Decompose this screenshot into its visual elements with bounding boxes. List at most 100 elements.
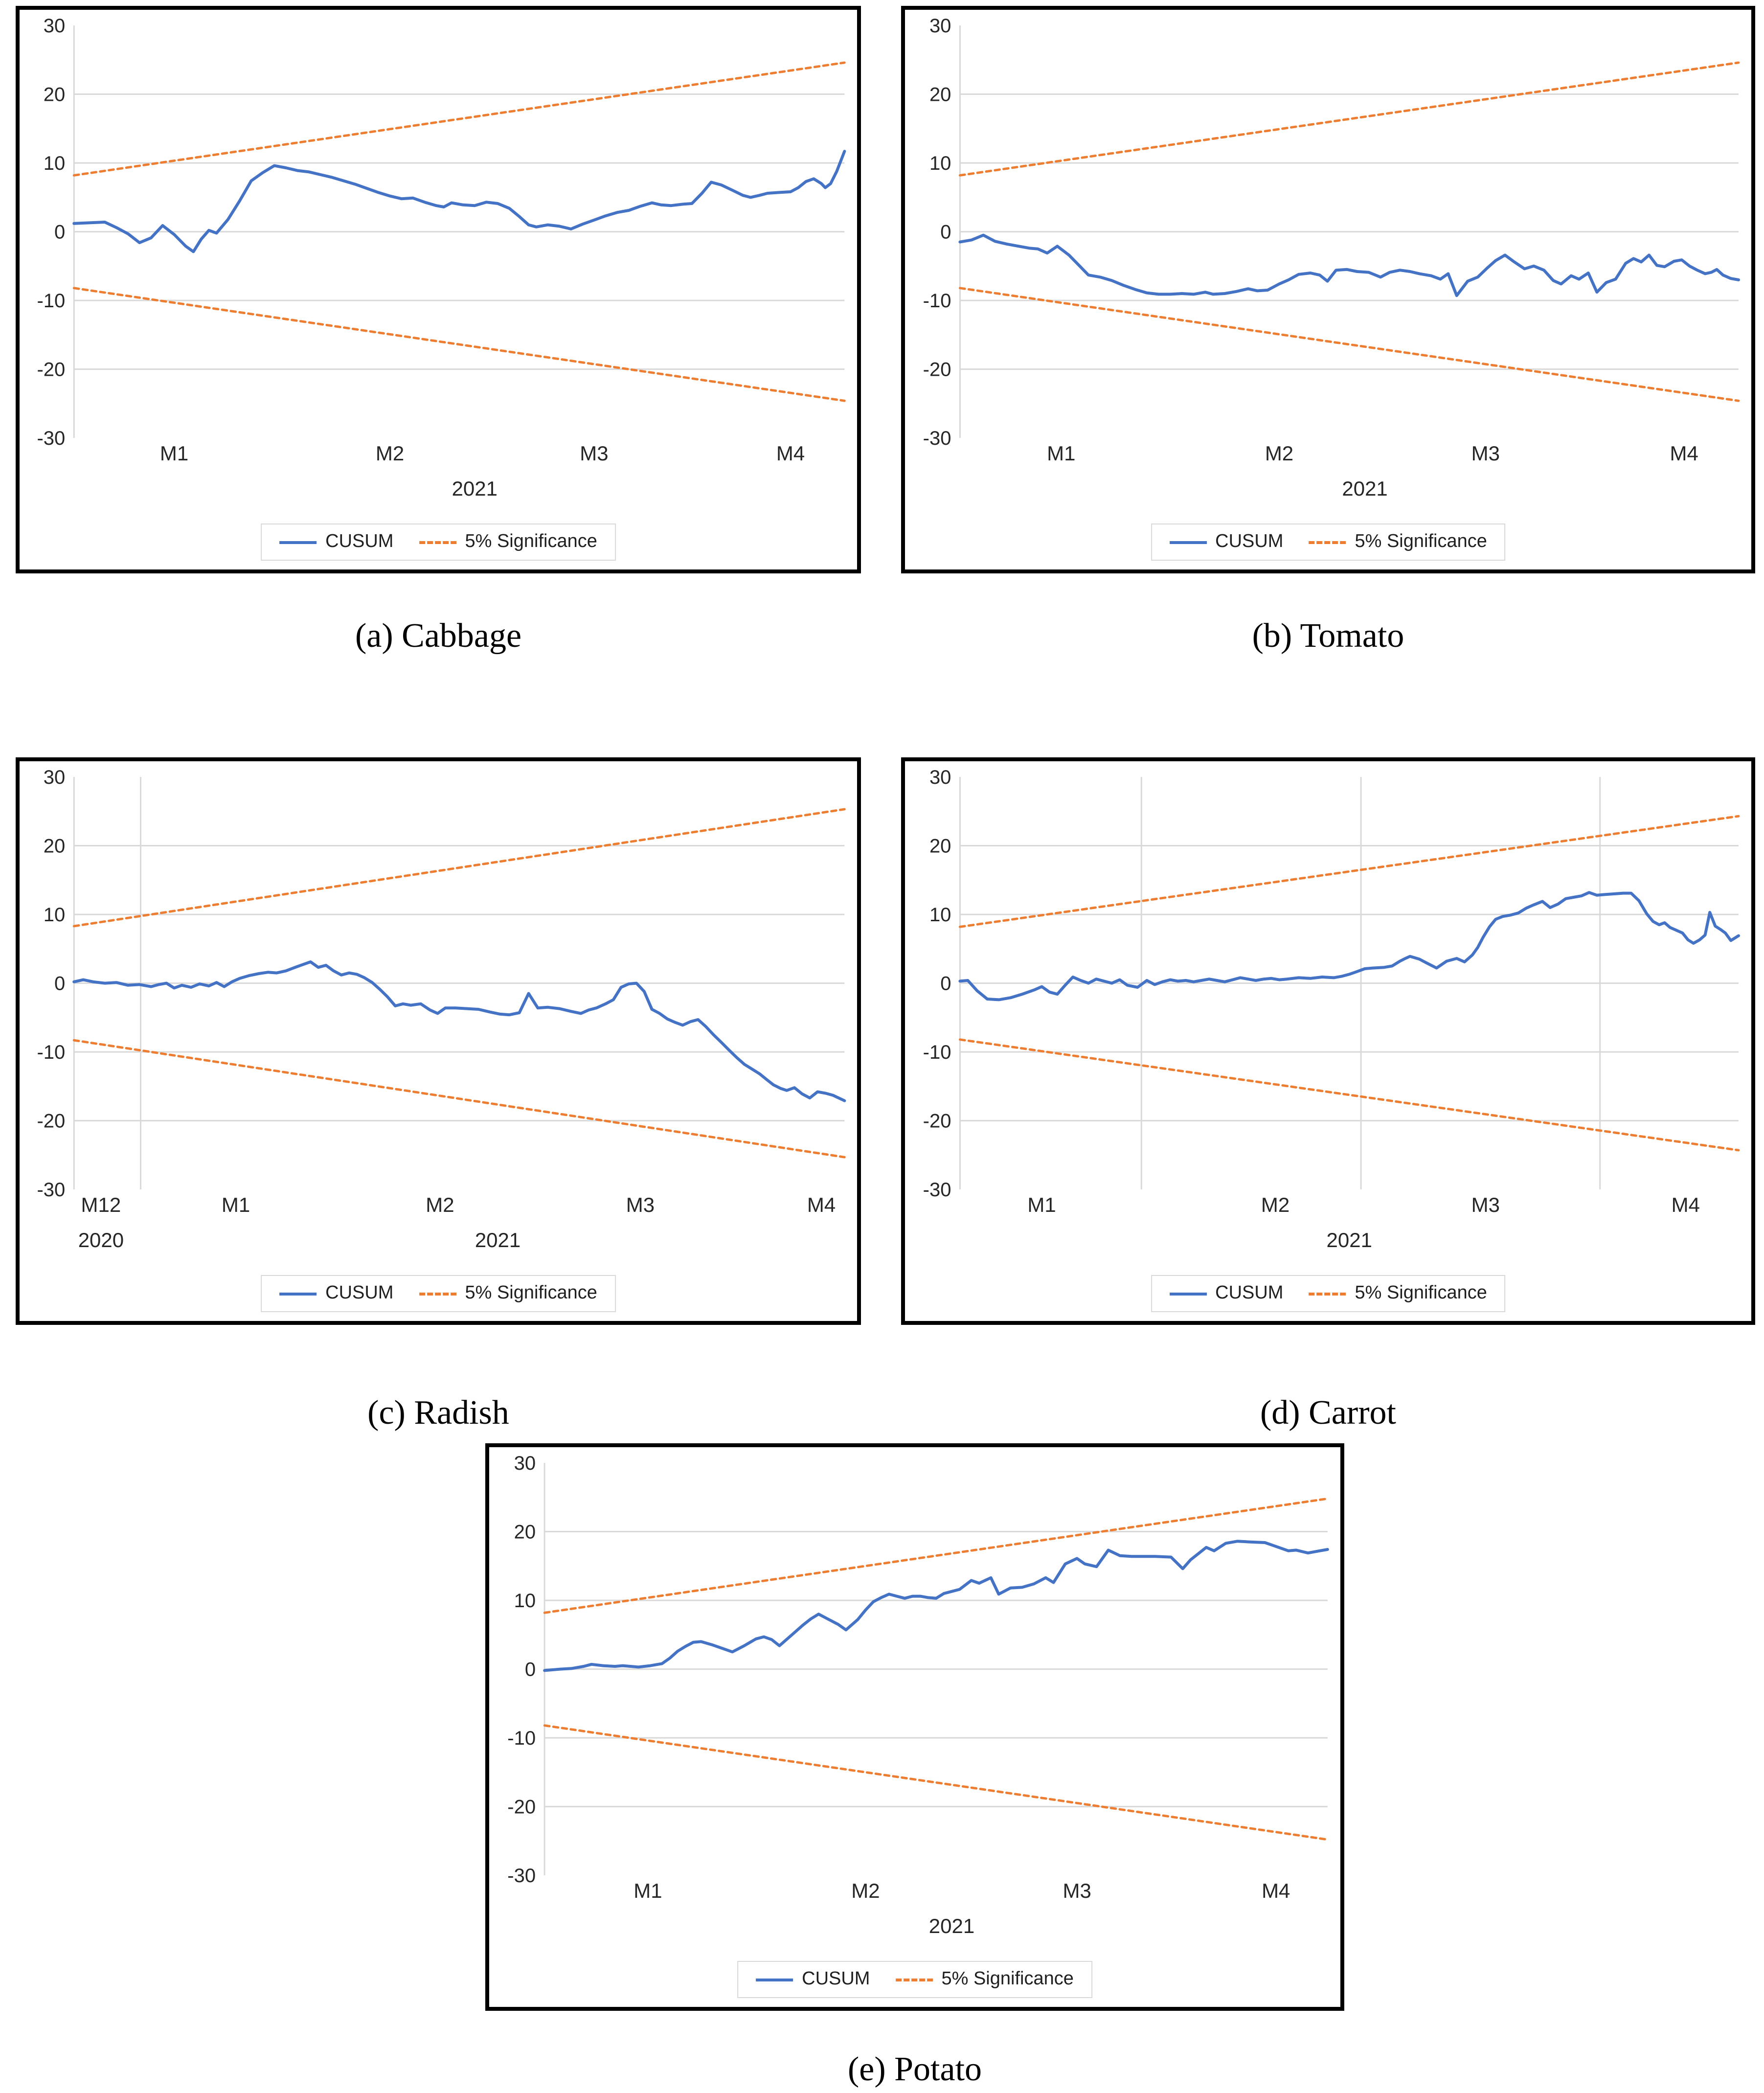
legend-label-significance: 5% Significance bbox=[465, 531, 597, 552]
caption-potato: (e) Potato bbox=[847, 2050, 982, 2088]
cabbage-chart-canvas: 30 20 10 0 -10 -20 -30 M1 M2 M3 M4 2021 bbox=[37, 15, 846, 500]
significance-line-swatch bbox=[895, 1978, 933, 1981]
cusum-line-swatch bbox=[1169, 1292, 1207, 1295]
legend-label-cusum: CUSUM bbox=[325, 1283, 394, 1303]
chart-tomato: 30 20 10 0 -10 -20 -30 M1 M2 M3 M4 2021 CUSUM 5% Si… bbox=[901, 6, 1755, 573]
y-axis-label: 0 bbox=[940, 973, 951, 995]
significance-line-swatch bbox=[1309, 541, 1346, 544]
cusum-line-swatch bbox=[1169, 541, 1207, 544]
cusum-line-swatch bbox=[756, 1978, 793, 1981]
legend-potato: CUSUM 5% Significance bbox=[737, 1961, 1092, 1998]
legend-radish: CUSUM 5% Significance bbox=[261, 1275, 616, 1312]
y-axis-label: -10 bbox=[37, 290, 65, 312]
legend-label-cusum: CUSUM bbox=[325, 531, 394, 552]
legend-label-cusum: CUSUM bbox=[1215, 1283, 1284, 1303]
radish-chart-canvas: 30 20 10 0 -10 -20 -30 M12 M1 M2 M3 M4 2020 2021 bbox=[37, 767, 846, 1251]
y-axis-label: 10 bbox=[929, 153, 951, 174]
significance-line bbox=[72, 1039, 846, 1159]
cusum-line bbox=[543, 1540, 1329, 1672]
x-tick-label: M2 bbox=[376, 442, 404, 465]
x-tick-label: M12 bbox=[81, 1193, 121, 1216]
year-label: 2021 bbox=[1327, 1228, 1372, 1251]
x-tick-label: M4 bbox=[1262, 1879, 1290, 1902]
significance-line bbox=[72, 61, 846, 177]
y-axis-label: -20 bbox=[37, 359, 65, 381]
y-axis-label: -20 bbox=[37, 1111, 65, 1132]
legend-label-cusum: CUSUM bbox=[802, 1969, 870, 1989]
y-axis-label: -10 bbox=[37, 1042, 65, 1063]
cusum-line bbox=[72, 150, 846, 253]
y-axis-label: -10 bbox=[507, 1728, 536, 1749]
legend-tomato: CUSUM 5% Significance bbox=[1151, 523, 1506, 561]
y-axis-label: 10 bbox=[514, 1590, 536, 1612]
y-axis-label: 30 bbox=[514, 1453, 536, 1474]
y-axis-label: 10 bbox=[44, 153, 66, 174]
y-axis-label: 30 bbox=[929, 767, 951, 788]
year-label: 2021 bbox=[929, 1914, 974, 1937]
y-axis-label: 20 bbox=[929, 84, 951, 106]
x-tick-label: M1 bbox=[160, 442, 188, 465]
year-label: 2021 bbox=[452, 477, 498, 500]
x-tick-label: M4 bbox=[776, 442, 805, 465]
x-tick-label: M2 bbox=[851, 1879, 880, 1902]
legend-label-significance: 5% Significance bbox=[1355, 531, 1487, 552]
x-tick-label: M2 bbox=[426, 1193, 454, 1216]
significance-line-swatch bbox=[1309, 1292, 1346, 1295]
significance-line bbox=[959, 287, 1740, 402]
y-axis-label: -30 bbox=[507, 1865, 536, 1887]
y-axis-label: 0 bbox=[940, 222, 951, 243]
significance-line bbox=[959, 815, 1740, 928]
x-tick-label: M1 bbox=[222, 1193, 250, 1216]
x-tick-label: M4 bbox=[1672, 1193, 1700, 1216]
y-axis-label: 10 bbox=[44, 904, 66, 926]
legend-carrot: CUSUM 5% Significance bbox=[1151, 1275, 1506, 1312]
x-tick-label: M1 bbox=[1027, 1193, 1056, 1216]
significance-line bbox=[543, 1724, 1329, 1841]
caption-radish: (c) Radish bbox=[367, 1393, 509, 1432]
cusum-line bbox=[72, 960, 846, 1102]
y-axis-label: -20 bbox=[507, 1797, 536, 1818]
x-tick-label: M4 bbox=[807, 1193, 836, 1216]
y-axis-label: 20 bbox=[44, 836, 66, 857]
significance-line bbox=[72, 808, 846, 928]
cusum-line bbox=[958, 233, 1740, 297]
x-tick-label: M2 bbox=[1265, 442, 1293, 465]
y-axis-label: 0 bbox=[54, 973, 65, 995]
carrot-chart-canvas: 30 20 10 0 -10 -20 -30 M1 M2 M3 M4 2021 bbox=[923, 767, 1740, 1251]
x-tick-label: M3 bbox=[1471, 1193, 1500, 1216]
significance-line bbox=[959, 1038, 1740, 1152]
caption-tomato: (b) Tomato bbox=[1252, 616, 1404, 655]
y-axis-label: -10 bbox=[923, 290, 951, 312]
cusum-line-swatch bbox=[279, 1292, 317, 1295]
y-axis-label: 30 bbox=[44, 767, 66, 788]
potato-chart-canvas: 30 20 10 0 -10 -20 -30 M1 M2 M3 M4 2021 bbox=[507, 1453, 1329, 1937]
x-tick-label: M1 bbox=[1047, 442, 1075, 465]
legend-label-significance: 5% Significance bbox=[465, 1283, 597, 1303]
y-axis-label: 20 bbox=[514, 1522, 536, 1543]
cusum-line bbox=[958, 891, 1740, 1001]
significance-line-swatch bbox=[419, 1292, 456, 1295]
y-axis-label: -30 bbox=[923, 1179, 951, 1201]
caption-cabbage: (a) Cabbage bbox=[355, 616, 522, 655]
chart-potato: 30 20 10 0 -10 -20 -30 M1 M2 M3 M4 2021 CUSUM 5% Si… bbox=[485, 1443, 1344, 2011]
y-axis-label: 20 bbox=[44, 84, 66, 106]
y-axis-label: -20 bbox=[923, 1111, 951, 1132]
y-axis-label: 0 bbox=[54, 222, 65, 243]
legend-label-significance: 5% Significance bbox=[941, 1969, 1074, 1989]
y-axis-label: 0 bbox=[525, 1659, 536, 1681]
x-tick-label: M3 bbox=[626, 1193, 655, 1216]
x-tick-label: M3 bbox=[580, 442, 608, 465]
year-label: 2020 bbox=[78, 1228, 124, 1251]
y-axis-label: 10 bbox=[929, 904, 951, 926]
year-label: 2021 bbox=[1342, 477, 1387, 500]
significance-line bbox=[72, 287, 846, 402]
legend-label-cusum: CUSUM bbox=[1215, 531, 1284, 552]
legend-label-significance: 5% Significance bbox=[1355, 1283, 1487, 1303]
y-axis-label: 30 bbox=[929, 15, 951, 37]
chart-radish: 30 20 10 0 -10 -20 -30 M12 M1 M2 M3 M4 2020 2021 CUSU… bbox=[16, 757, 861, 1325]
caption-carrot: (d) Carrot bbox=[1260, 1393, 1396, 1432]
x-tick-label: M3 bbox=[1471, 442, 1500, 465]
year-label: 2021 bbox=[475, 1228, 520, 1251]
y-axis-label: -20 bbox=[923, 359, 951, 381]
